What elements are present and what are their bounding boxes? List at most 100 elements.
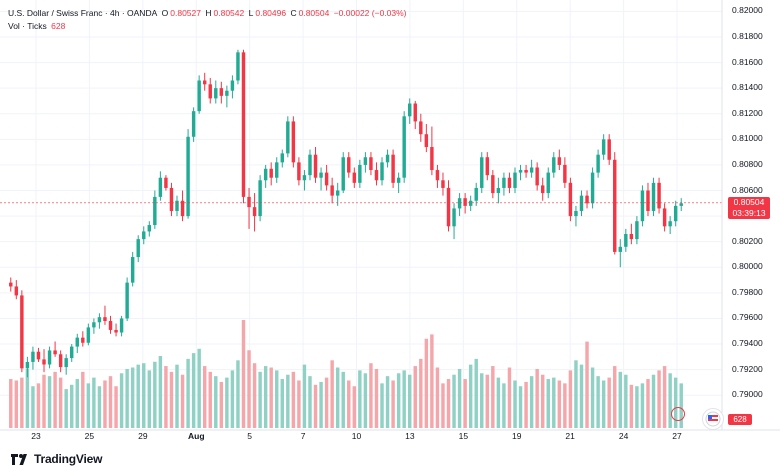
- candle: [75, 333, 79, 353]
- candle: [142, 226, 146, 245]
- volume-bar: [446, 379, 451, 428]
- candle-body: [507, 177, 512, 188]
- candle: [385, 149, 390, 168]
- candle-body: [64, 358, 68, 368]
- volume-bar: [385, 376, 390, 428]
- candle-body: [552, 157, 556, 173]
- candle: [191, 107, 196, 142]
- volume-bar: [230, 370, 235, 428]
- candle: [269, 162, 273, 186]
- time-scale[interactable]: 23 25 29 Aug 5 7 10 13 15 19 21 24 27: [0, 430, 722, 442]
- candle: [308, 149, 312, 181]
- time-tick-label: 29: [138, 431, 148, 441]
- volume-bar: [164, 366, 168, 428]
- candle: [31, 346, 35, 370]
- candle-body: [546, 172, 550, 194]
- flag-icon[interactable]: [702, 408, 724, 430]
- candle-body: [430, 147, 434, 171]
- candle: [291, 116, 296, 168]
- volume-bar: [75, 379, 79, 428]
- candle-body: [413, 103, 417, 122]
- candle-body: [153, 196, 157, 226]
- candle-body: [308, 154, 312, 176]
- candle: [297, 157, 301, 186]
- candle-body: [125, 282, 129, 319]
- candle-body: [457, 198, 462, 209]
- candle: [20, 290, 24, 373]
- candle: [280, 149, 284, 168]
- volume-bar: [280, 379, 284, 428]
- time-tick-label: 15: [458, 431, 469, 441]
- candle: [225, 85, 229, 108]
- candle-body: [164, 177, 168, 188]
- candle: [646, 182, 650, 217]
- candle-body: [613, 159, 617, 252]
- low-value: 0.80496: [255, 8, 287, 18]
- candle-body: [363, 157, 368, 165]
- candle-body: [86, 327, 91, 343]
- price-scale[interactable]: 0.82000 0.81800 0.81600 0.81400 0.81200 0.810…: [722, 0, 780, 430]
- volume-bar: [70, 384, 74, 428]
- alert-icon[interactable]: [671, 407, 685, 421]
- symbol-title[interactable]: U.S. Dollar / Swiss Franc · 4h · OANDA: [8, 8, 158, 18]
- tradingview-brand[interactable]: TradingView: [8, 452, 102, 466]
- candle: [673, 200, 678, 227]
- candle: [42, 349, 46, 373]
- candle: [319, 167, 323, 191]
- candle: [230, 75, 235, 99]
- candle: [236, 49, 240, 85]
- candle: [36, 347, 41, 362]
- volume-bar: [596, 376, 600, 428]
- price-tick-label: 0.79400: [732, 338, 763, 349]
- volume-bar: [347, 380, 351, 428]
- volume-bar: [153, 361, 157, 428]
- price-tick-label: 0.79600: [732, 312, 763, 323]
- volume-bar: [247, 350, 251, 428]
- candle-body: [601, 139, 606, 155]
- candle-body: [9, 282, 13, 287]
- volume-bar: [308, 376, 312, 428]
- candle: [374, 162, 379, 186]
- candle-body: [269, 168, 273, 178]
- volume-bar: [20, 377, 24, 428]
- candle: [435, 164, 440, 188]
- volume-bar: [202, 366, 207, 428]
- volume-bar: [103, 380, 107, 428]
- candle: [546, 167, 550, 199]
- candle-body: [319, 172, 323, 178]
- volume-bar: [92, 377, 96, 428]
- candle: [286, 116, 290, 158]
- volume-bar: [136, 364, 140, 428]
- candle-body: [263, 168, 268, 181]
- tradingview-logo-icon: [11, 454, 27, 465]
- candle-body: [186, 136, 190, 217]
- candle-body: [402, 116, 406, 178]
- candle: [618, 239, 622, 268]
- candle-body: [468, 200, 473, 206]
- volume-bar: [568, 370, 573, 428]
- volume-bar: [119, 373, 124, 428]
- candle: [70, 344, 74, 362]
- volume-bar: [25, 368, 30, 428]
- time-tick-label: 25: [84, 431, 95, 441]
- candle-body: [169, 187, 174, 211]
- candle: [363, 152, 368, 173]
- candle: [552, 152, 556, 178]
- candle: [452, 203, 456, 240]
- candle: [247, 187, 251, 229]
- candle-body: [175, 200, 179, 211]
- candle-body: [302, 175, 307, 181]
- change-value: −0.00022 (−0.03%): [333, 8, 407, 18]
- volume-indicator-label[interactable]: Vol · Ticks: [8, 21, 47, 31]
- candle-body: [651, 182, 656, 211]
- candle: [324, 164, 329, 191]
- candle: [651, 177, 656, 217]
- candle-body: [635, 221, 639, 240]
- volume-bar: [269, 367, 273, 428]
- candle-body: [563, 164, 567, 183]
- volume-bar: [358, 370, 362, 428]
- candle: [585, 190, 589, 209]
- time-tick-label: 23: [31, 431, 41, 441]
